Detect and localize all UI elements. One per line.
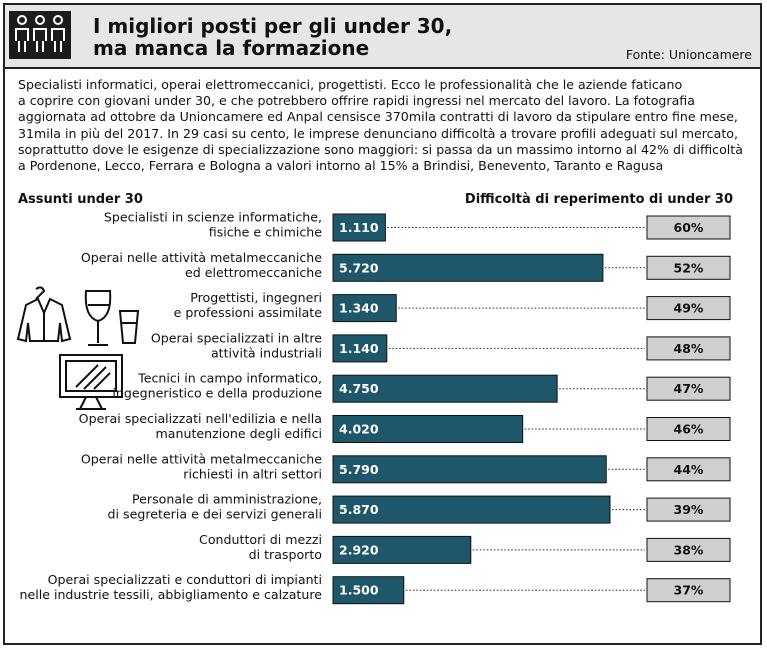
difficulty-box <box>646 255 731 280</box>
difficulty-label: 60% <box>674 220 704 235</box>
difficulty-box <box>646 215 731 240</box>
illustrations <box>16 286 140 410</box>
category-label: Tecnici in campo informatico, <box>137 371 322 386</box>
category-label: fisiche e chimiche <box>209 225 322 240</box>
difficulty-label: 47% <box>674 381 704 396</box>
bar-value-label: 1.110 <box>339 220 379 235</box>
infographic-frame <box>3 3 762 645</box>
water-glass-icon <box>118 310 140 344</box>
difficulty-box <box>646 578 731 603</box>
people-icon <box>9 11 71 59</box>
intro-line: 31mila in più del 2017. In 29 casi su ce… <box>18 125 738 141</box>
bar <box>332 576 405 605</box>
intro-text: Specialisti informatici, operai elettrom… <box>18 77 753 174</box>
bar <box>332 455 607 484</box>
category-label: di segreteria e dei servizi generali <box>108 507 322 522</box>
bar-value-label: 1.140 <box>339 341 379 356</box>
difficulty-box <box>646 417 731 441</box>
right-column-header: Difficoltà di reperimento di under 30 <box>464 192 733 207</box>
bar <box>332 334 388 363</box>
intro-line: aggiornata ad ottobre da Unioncamere ed … <box>18 109 738 125</box>
difficulty-box <box>646 497 731 522</box>
bar-value-label: 5.720 <box>339 260 379 275</box>
difficulty-box <box>646 296 731 321</box>
category-label: ingegneristico e della produzione <box>112 386 322 401</box>
bar <box>332 213 386 242</box>
category-label: attività industriali <box>211 345 322 360</box>
bar-value-label: 2.920 <box>339 542 379 557</box>
category-label: Progettisti, ingegneri <box>190 290 322 305</box>
difficulty-box <box>646 376 731 401</box>
intro-line: a coprire con giovani under 30, e che po… <box>18 93 695 109</box>
bar <box>332 294 397 323</box>
left-column-header: Assunti under 30 <box>18 192 143 207</box>
intro-line: a Pordenone, Lecco, Ferrara e Bologna a … <box>18 158 664 174</box>
title-line-2: ma manca la formazione <box>93 36 370 60</box>
page-title: I migliori posti per gli under 30, ma ma… <box>93 15 452 59</box>
category-label: Operai specializzati nell'edilizia e nel… <box>79 411 322 426</box>
bar-value-label: 1.340 <box>339 301 379 316</box>
category-label: Conduttori di mezzi <box>199 532 322 547</box>
difficulty-label: 37% <box>674 583 704 598</box>
category-label: Operai nelle attività metalmeccaniche <box>81 250 322 265</box>
title-line-1: I migliori posti per gli under 30, <box>93 14 453 38</box>
category-label: Operai nelle attività metalmeccaniche <box>81 451 322 466</box>
category-label: Operai specializzati e conduttori di imp… <box>48 572 322 587</box>
intro-line: soprattutto dove le esigenze di speciali… <box>18 141 743 157</box>
difficulty-label: 44% <box>674 462 704 477</box>
bar <box>332 374 558 403</box>
monitor-icon <box>59 354 123 410</box>
category-label: Operai specializzati in altre <box>151 330 322 345</box>
wine-glass-icon <box>84 290 112 346</box>
jacket-icon <box>16 286 72 343</box>
source-label: Fonte: Unioncamere <box>625 47 752 62</box>
difficulty-label: 49% <box>674 301 704 316</box>
category-label: manutenzione degli edifici <box>156 426 323 441</box>
difficulty-box <box>646 537 731 562</box>
difficulty-label: 52% <box>674 260 704 275</box>
bar-value-label: 5.790 <box>339 462 379 477</box>
category-label: richiesti in altri settori <box>183 466 322 481</box>
category-label: e professioni assimilate <box>174 305 323 320</box>
category-label: di trasporto <box>249 547 323 562</box>
bar-value-label: 4.750 <box>339 381 379 396</box>
difficulty-box <box>646 336 731 361</box>
bar-value-label: 1.500 <box>339 583 379 598</box>
category-label: ed elettromeccaniche <box>185 265 322 280</box>
intro-line: Specialisti informatici, operai elettrom… <box>18 77 683 92</box>
bar-value-label: 4.020 <box>339 422 379 437</box>
bar <box>332 253 604 282</box>
category-label: nelle industrie tessili, abbigliamento e… <box>19 587 322 602</box>
bar <box>332 495 611 524</box>
category-label: Personale di amministrazione, <box>132 492 322 507</box>
difficulty-label: 38% <box>674 542 704 557</box>
category-label: Specialisti in scienze informatiche, <box>104 210 322 225</box>
bar-value-label: 5.870 <box>339 502 379 517</box>
bar <box>332 535 472 564</box>
difficulty-label: 46% <box>674 422 704 437</box>
difficulty-box <box>646 457 731 482</box>
difficulty-label: 48% <box>674 341 704 356</box>
header: I migliori posti per gli under 30, ma ma… <box>5 5 760 69</box>
difficulty-label: 39% <box>674 502 704 517</box>
bar <box>332 415 524 443</box>
